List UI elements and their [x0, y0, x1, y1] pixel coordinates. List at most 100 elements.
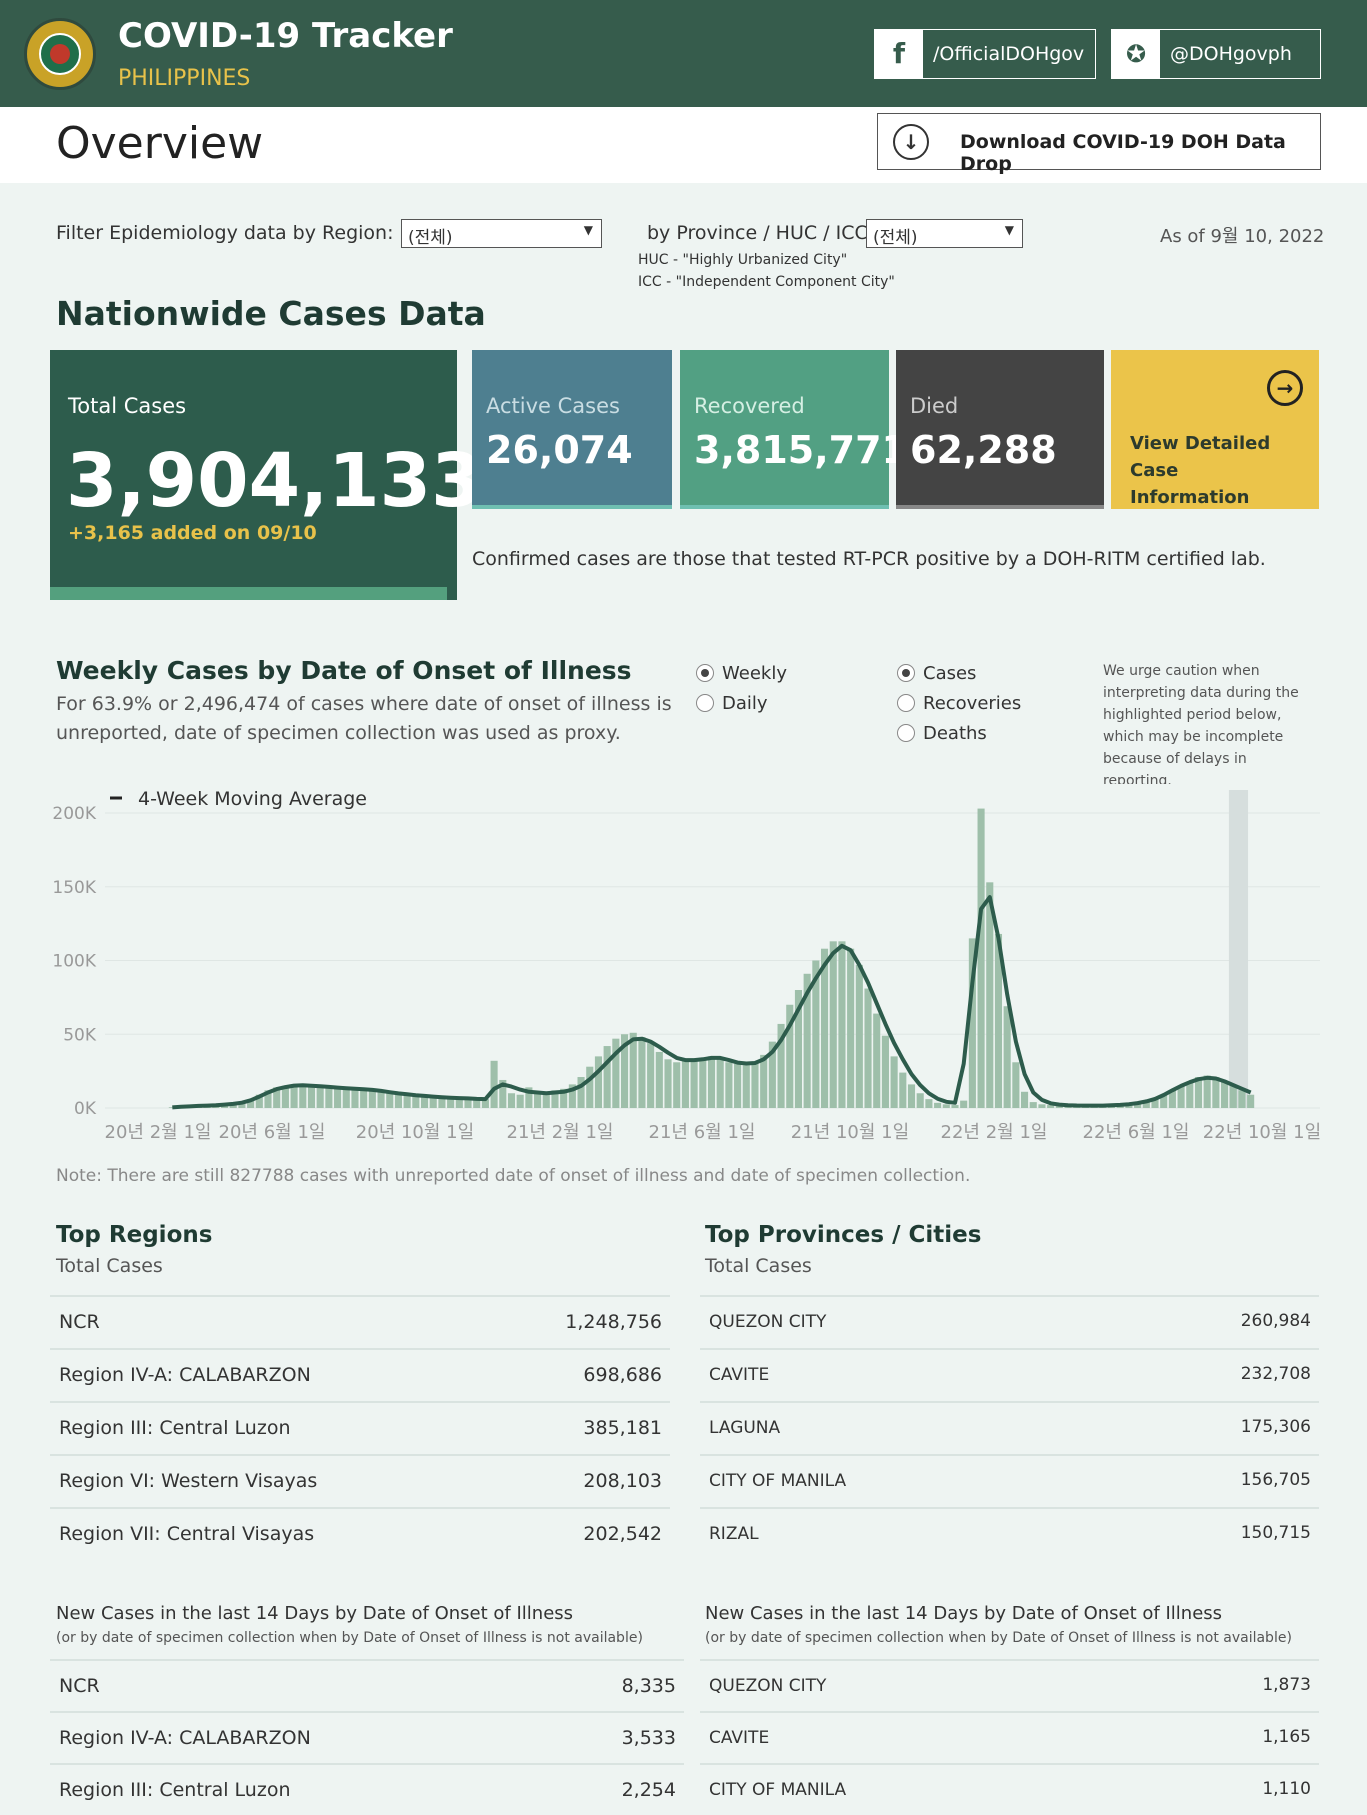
chart-bar[interactable]: [1247, 1094, 1255, 1108]
chart-bar[interactable]: [647, 1043, 655, 1108]
chart-bar[interactable]: [664, 1059, 672, 1108]
chart-bar[interactable]: [881, 1035, 889, 1108]
chart-bar[interactable]: [812, 960, 820, 1109]
chart-bar[interactable]: [707, 1056, 716, 1108]
province-select[interactable]: (전체) ▼: [866, 219, 1023, 248]
chart-bar[interactable]: [760, 1054, 768, 1108]
chart-bar[interactable]: [838, 941, 846, 1108]
chart-bar[interactable]: [247, 1099, 255, 1108]
chart-bar[interactable]: [1021, 1091, 1029, 1108]
chart-bar[interactable]: [907, 1084, 916, 1108]
chart-bar[interactable]: [281, 1085, 289, 1108]
chart-bar[interactable]: [455, 1098, 463, 1108]
chart-bar[interactable]: [542, 1094, 550, 1108]
chart-bar[interactable]: [577, 1077, 585, 1108]
chart-bar[interactable]: [1047, 1105, 1055, 1108]
view-detailed-case-button[interactable]: → View Detailed Case Information: [1111, 350, 1319, 509]
chart-bar[interactable]: [1186, 1081, 1194, 1108]
chart-bar[interactable]: [916, 1093, 924, 1108]
table-row[interactable]: Region VI: Western Visayas 208,103: [50, 1454, 670, 1506]
chart-bar[interactable]: [386, 1093, 394, 1108]
chart-bar[interactable]: [1160, 1094, 1168, 1108]
chart-bar[interactable]: [794, 990, 803, 1108]
table-row[interactable]: CAVITE 232,708: [700, 1348, 1319, 1400]
chart-bar[interactable]: [325, 1087, 333, 1108]
chart-bar[interactable]: [673, 1062, 681, 1108]
chart-bar[interactable]: [768, 1041, 776, 1108]
chart-bar[interactable]: [716, 1059, 724, 1108]
chart-bar[interactable]: [699, 1057, 707, 1108]
chart-bar[interactable]: [238, 1102, 246, 1108]
chart-bar[interactable]: [473, 1099, 481, 1108]
chart-bar[interactable]: [1194, 1077, 1203, 1108]
table-row[interactable]: Region IV-A: CALABARZON 698,686: [50, 1348, 670, 1400]
chart-bar[interactable]: [255, 1094, 263, 1108]
chart-bar[interactable]: [960, 1100, 968, 1108]
chart-bar[interactable]: [890, 1056, 898, 1108]
chart-bar[interactable]: [438, 1097, 446, 1108]
chart-bar[interactable]: [394, 1093, 402, 1108]
chart-bar[interactable]: [1134, 1103, 1142, 1108]
radio-deaths[interactable]: Deaths: [897, 723, 987, 744]
radio-cases[interactable]: Cases: [897, 663, 976, 684]
table-row[interactable]: Region VII: Central Visayas 202,542: [50, 1507, 670, 1559]
chart-bar[interactable]: [447, 1097, 455, 1108]
chart-bar[interactable]: [603, 1046, 611, 1108]
table-row[interactable]: CITY OF MANILA 1,110: [700, 1763, 1319, 1815]
chart-bar[interactable]: [351, 1088, 359, 1108]
radio-weekly[interactable]: Weekly: [696, 663, 787, 684]
chart-bar[interactable]: [334, 1088, 342, 1108]
chart-bar[interactable]: [307, 1085, 316, 1108]
chart-bar[interactable]: [994, 933, 1003, 1108]
chart-bar[interactable]: [342, 1088, 350, 1108]
chart-bar[interactable]: [377, 1091, 385, 1108]
chart-bar[interactable]: [1055, 1105, 1063, 1108]
table-row[interactable]: Region III: Central Luzon 2,254: [50, 1763, 684, 1815]
chart-bar[interactable]: [360, 1089, 368, 1108]
chart-bar[interactable]: [629, 1032, 637, 1108]
chart-bar[interactable]: [1012, 1062, 1020, 1108]
chart-bar[interactable]: [568, 1084, 576, 1108]
chart-bar[interactable]: [942, 1104, 950, 1108]
table-row[interactable]: CAVITE 1,165: [700, 1711, 1319, 1763]
chart-bar[interactable]: [977, 808, 985, 1108]
table-row[interactable]: LAGUNA 175,306: [700, 1401, 1319, 1453]
chart-bar[interactable]: [516, 1094, 524, 1108]
radio-recoveries[interactable]: Recoveries: [897, 693, 1021, 714]
table-row[interactable]: NCR 8,335: [50, 1659, 684, 1711]
chart-bar[interactable]: [829, 941, 837, 1108]
chart-bar[interactable]: [847, 948, 855, 1108]
chart-bar[interactable]: [612, 1038, 620, 1108]
radio-daily[interactable]: Daily: [696, 693, 768, 714]
chart-bar[interactable]: [873, 1013, 881, 1108]
chart-bar[interactable]: [1168, 1090, 1176, 1108]
chart-bar[interactable]: [1029, 1102, 1037, 1108]
chart-bar[interactable]: [499, 1079, 507, 1108]
chart-bar[interactable]: [751, 1062, 759, 1108]
chart-bar[interactable]: [594, 1056, 602, 1108]
chart-bar[interactable]: [681, 1060, 689, 1108]
chart-bar[interactable]: [855, 964, 863, 1108]
chart-bar[interactable]: [273, 1087, 281, 1108]
chart-bar[interactable]: [934, 1102, 942, 1108]
chart-bar[interactable]: [1203, 1075, 1211, 1108]
chart-bar[interactable]: [420, 1096, 429, 1108]
chart-bar[interactable]: [551, 1090, 559, 1108]
chart-bar[interactable]: [1003, 1006, 1011, 1108]
chart-bar[interactable]: [864, 988, 872, 1108]
chart-bar[interactable]: [986, 882, 994, 1108]
chart-bar[interactable]: [742, 1065, 750, 1108]
chart-bar[interactable]: [777, 1023, 785, 1108]
table-row[interactable]: QUEZON CITY 260,984: [700, 1295, 1319, 1347]
chart-bar[interactable]: [655, 1051, 663, 1108]
chart-bar[interactable]: [586, 1066, 594, 1108]
chart-bar[interactable]: [734, 1063, 742, 1108]
chart-bar[interactable]: [1229, 1085, 1237, 1108]
chart-bar[interactable]: [290, 1084, 298, 1108]
chart-bar[interactable]: [490, 1060, 498, 1108]
chart-bar[interactable]: [368, 1090, 376, 1108]
chart-bar[interactable]: [1212, 1077, 1220, 1108]
download-data-drop-button[interactable]: ↓ Download COVID-19 DOH Data Drop: [877, 113, 1321, 175]
twitter-link[interactable]: ✪ @DOHgovph: [1111, 29, 1321, 79]
table-row[interactable]: RIZAL 150,715: [700, 1507, 1319, 1559]
